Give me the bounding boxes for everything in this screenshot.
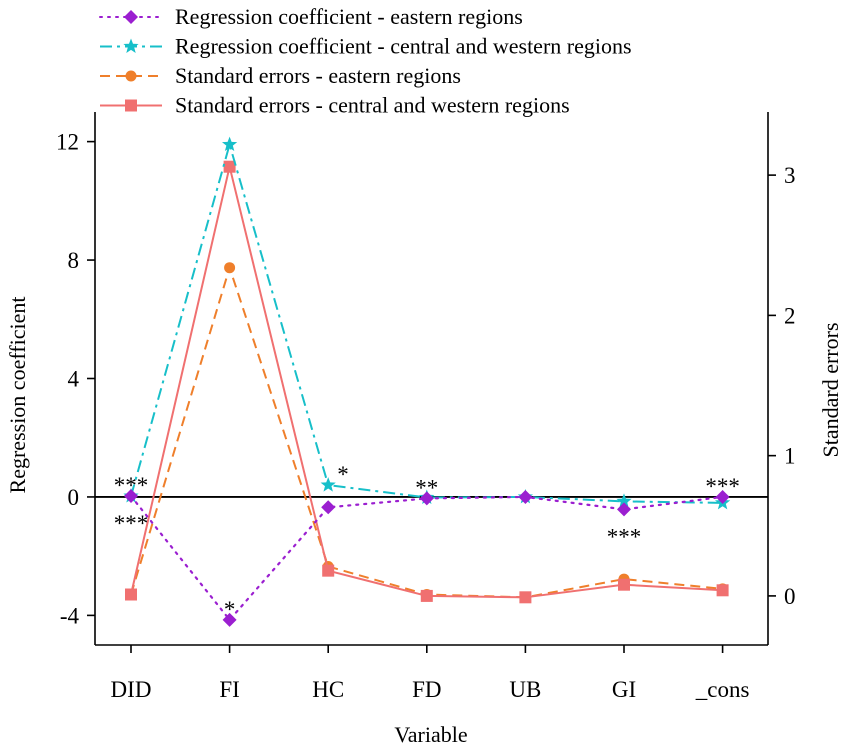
significance-annotation: * bbox=[337, 462, 349, 487]
data-point bbox=[322, 564, 335, 577]
data-point bbox=[124, 489, 138, 504]
data-point bbox=[519, 591, 532, 604]
data-point bbox=[716, 584, 729, 597]
legend-label: Regression coefficient - central and wes… bbox=[175, 34, 632, 59]
legend-item: Standard errors - central and western re… bbox=[100, 93, 570, 118]
significance-annotation: * bbox=[224, 597, 236, 622]
data-point bbox=[617, 502, 631, 517]
x-axis-title: Variable bbox=[394, 722, 467, 747]
left-axis-title: Regression coefficient bbox=[5, 297, 30, 494]
x-axis-tick-label: FI bbox=[219, 677, 239, 702]
x-axis-tick-label: GI bbox=[612, 677, 636, 702]
left-axis-tick-label: 12 bbox=[56, 130, 79, 155]
x-axis-tick-label: UB bbox=[509, 677, 541, 702]
significance-annotation: *** bbox=[607, 524, 642, 549]
significance-annotation: *** bbox=[114, 511, 149, 536]
legend-marker bbox=[125, 70, 137, 82]
right-axis-tick-label: 0 bbox=[784, 584, 796, 609]
significance-annotation: *** bbox=[114, 473, 149, 498]
legend: Regression coefficient - eastern regions… bbox=[99, 4, 632, 118]
x-axis-ticks: DID FI HC FD UB GI _cons bbox=[111, 645, 750, 702]
right-axis-tick-label: 2 bbox=[784, 303, 796, 328]
legend-item: Regression coefficient - eastern regions bbox=[99, 4, 523, 29]
data-point bbox=[221, 136, 238, 152]
x-axis-tick-label: _cons bbox=[695, 677, 750, 702]
legend-label: Regression coefficient - eastern regions bbox=[175, 4, 523, 29]
right-axis-title: Standard errors bbox=[818, 322, 843, 457]
data-point bbox=[420, 589, 433, 602]
data-point bbox=[125, 588, 137, 601]
legend-marker bbox=[123, 38, 139, 53]
left-axis-tick-label: 4 bbox=[68, 367, 80, 392]
right-axis-ticks: 0 1 2 3 bbox=[768, 163, 796, 609]
series-group bbox=[124, 489, 730, 627]
significance-annotation: *** bbox=[705, 474, 740, 499]
data-point bbox=[616, 493, 632, 508]
left-axis-tick-label: 8 bbox=[68, 248, 80, 273]
legend-marker bbox=[124, 10, 138, 24]
right-axis-tick-label: 3 bbox=[784, 163, 796, 188]
x-axis-tick-label: FD bbox=[412, 677, 441, 702]
x-axis-tick-label: DID bbox=[111, 677, 152, 702]
left-axis-tick-label: 0 bbox=[68, 485, 80, 510]
data-point bbox=[222, 612, 237, 627]
legend-marker bbox=[125, 99, 137, 112]
x-axis-tick-label: HC bbox=[312, 677, 344, 702]
data-point bbox=[223, 160, 236, 173]
data-point bbox=[419, 491, 434, 506]
data-point bbox=[715, 489, 730, 504]
significance-annotation: ** bbox=[415, 475, 438, 500]
right-axis-tick-label: 1 bbox=[784, 444, 796, 469]
data-point bbox=[321, 500, 336, 515]
data-point bbox=[320, 477, 336, 492]
legend-label: Standard errors - central and western re… bbox=[175, 93, 570, 118]
data-point bbox=[518, 489, 533, 504]
annotation-layer: **************** bbox=[114, 462, 740, 622]
left-axis-tick-label: -4 bbox=[60, 603, 80, 628]
data-point bbox=[618, 578, 630, 591]
data-point bbox=[224, 262, 236, 274]
legend-item: Standard errors - eastern regions bbox=[100, 63, 461, 88]
series-layer bbox=[123, 136, 731, 627]
legend-item: Regression coefficient - central and wes… bbox=[100, 34, 632, 59]
legend-label: Standard errors - eastern regions bbox=[175, 63, 461, 88]
series-group bbox=[125, 160, 729, 604]
left-axis-ticks: -4 0 4 8 12 bbox=[56, 130, 95, 628]
